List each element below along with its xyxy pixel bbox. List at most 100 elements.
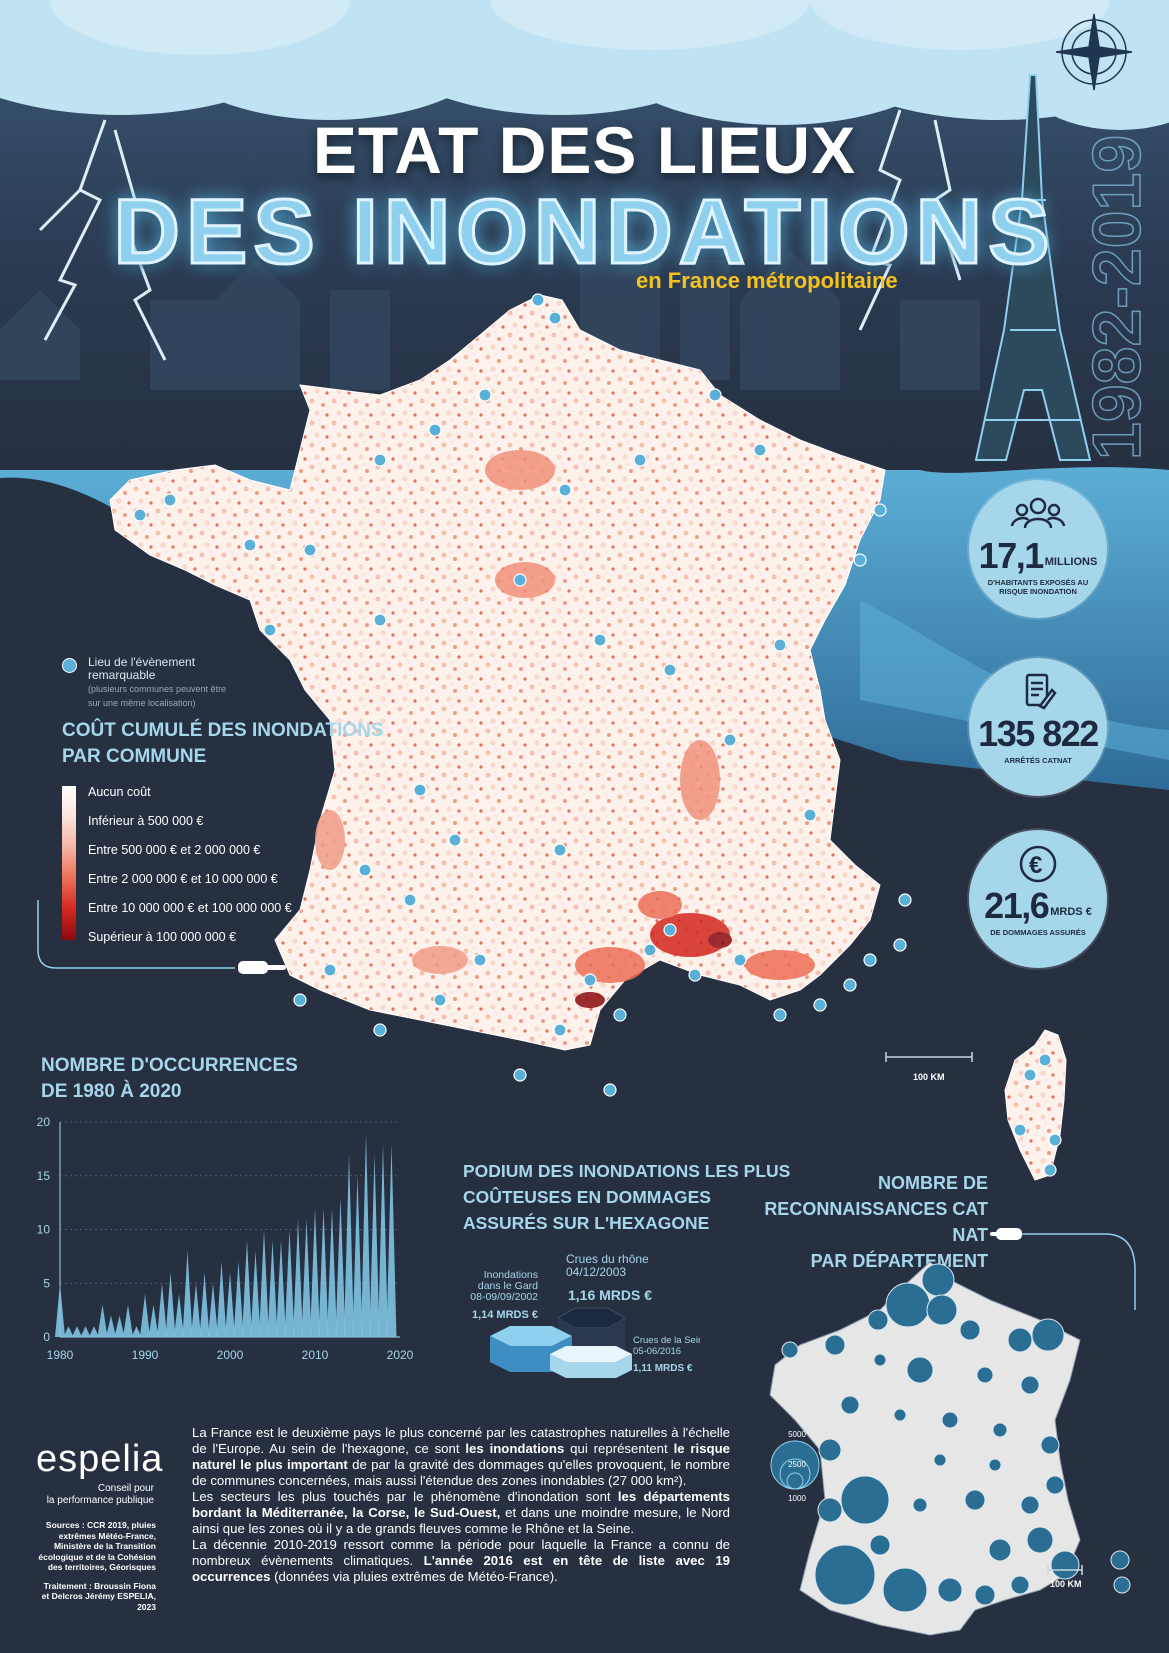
x-tick-label: 1990 [132, 1348, 159, 1362]
marker-dot-icon [62, 658, 77, 673]
occurrence-spike [361, 1132, 371, 1337]
occurrence-spike [344, 1154, 354, 1337]
pointing-hand-icon [990, 1228, 1022, 1240]
body-text-bold: les inondations [465, 1441, 565, 1456]
occurrences-chart: 0 5 10 15 20 1980 1990 2000 2010 2020 [37, 1115, 414, 1362]
brand-tagline-line2: la performance publique [46, 1495, 154, 1506]
catnat-title-line2: RECONNAISSANCES CAT NAT [764, 1199, 988, 1245]
podium-third-value: 1,11 MRDS € [633, 1363, 693, 1374]
occurrence-spike [63, 1326, 74, 1337]
podium-title-line1: PODIUM DES INONDATIONS LES PLUS [463, 1161, 791, 1181]
cost-legend-item: Entre 10 000 000 € et 100 000 000 € [88, 901, 292, 915]
occurrence-spike [276, 1240, 286, 1337]
occurrence-spike [140, 1294, 150, 1337]
podium-first-name: Crues du rhône [566, 1252, 649, 1266]
podium-title-line2: COÛTEUSES EN DOMMAGES [463, 1187, 711, 1207]
occurrence-spike [352, 1175, 363, 1337]
occurrence-spike [233, 1261, 244, 1337]
cost-legend-item: Inférieur à 500 000 € [88, 814, 204, 828]
cost-legend-item: Aucun coût [88, 785, 151, 799]
podium-second-value: 1,14 MRDS € [472, 1309, 538, 1321]
y-tick-label: 0 [43, 1330, 50, 1344]
podium-first-value: 1,16 MRDS € [568, 1287, 652, 1303]
body-text-bold: L'année 2016 est en tête de liste avec 1… [192, 1553, 731, 1584]
stat-catnat-number: 135 822 [978, 713, 1099, 754]
catnat-scale-label: 100 KM [1050, 1579, 1082, 1589]
map-scale-label: 100 KM [913, 1072, 945, 1082]
podium-second-date: 08-09/09/2002 [470, 1291, 538, 1303]
occurrence-spike [89, 1326, 99, 1337]
catnat-legend-value: 1000 [788, 1494, 806, 1503]
occurrence-spike [72, 1326, 82, 1337]
years-text: 1982-2019 [1079, 135, 1155, 460]
years-vertical-label: 1982-2019 [1078, 134, 1156, 461]
x-tick-label: 2020 [387, 1348, 414, 1362]
body-text-span: La France est le deuxième pays le plus c… [192, 1425, 730, 1456]
occurrence-spike [174, 1294, 184, 1337]
body-text-span: de par la gravité des dommages qu'elles … [192, 1457, 730, 1488]
title-line-1: ETAT DES LIEUX [312, 113, 857, 187]
catnat-connector [990, 1228, 1136, 1310]
event-markers [133, 293, 1062, 1177]
catnat-size-legend [770, 1440, 820, 1490]
stat-damages-unit: MRDS € [1050, 906, 1092, 918]
catnat-title: NOMBRE DE RECONNAISSANCES CAT NAT PAR DÉ… [738, 1170, 988, 1274]
occurrences-title: NOMBRE D'OCCURRENCES DE 1980 À 2020 [41, 1053, 298, 1105]
occurrence-spike [97, 1304, 108, 1337]
y-tick-label: 10 [37, 1223, 51, 1237]
cost-legend-item: Entre 500 000 € et 2 000 000 € [88, 843, 261, 857]
stat-damages-label: DE DOMMAGES ASSURÉS [990, 928, 1086, 937]
occurrence-spike [318, 1208, 329, 1337]
eiffel-tower [974, 74, 1092, 461]
podium-third-date: 05-06/2016 [633, 1346, 681, 1357]
stat-population-label: D'HABITANTS EXPOSÉS AU RISQUE INONDATION [987, 578, 1089, 596]
cost-legend-title: COÛT CUMULÉ DES INONDATIONS PAR COMMUNE [62, 718, 384, 770]
event-legend-label: Lieu de l'évènement remarquable [88, 655, 196, 682]
podium-third-block [550, 1346, 632, 1378]
catnat-title-line1: NOMBRE DE [877, 1173, 988, 1193]
body-text-span: Les secteurs les plus touchés par le phé… [192, 1489, 618, 1504]
occurrence-spike [284, 1229, 295, 1337]
brand-tagline-line1: Conseil pour [97, 1483, 154, 1494]
catnat-bubbles [781, 1263, 1131, 1613]
occurrence-spike [148, 1304, 159, 1337]
body-text-span: (données via pluies extrêmes de Météo-Fr… [270, 1569, 558, 1584]
catnat-legend-value: 5000 [788, 1430, 806, 1439]
occurrence-spike [250, 1251, 261, 1337]
occurrence-spike [131, 1326, 142, 1337]
x-tick-label: 2010 [302, 1348, 329, 1362]
document-icon [969, 672, 1107, 720]
podium-third-name: Crues de la Seine [633, 1335, 700, 1346]
occurrence-spike [293, 1218, 303, 1337]
occurrence-spike [259, 1229, 269, 1337]
occurrence-spike [335, 1197, 346, 1337]
podium-graphic: Crues du rhône 04/12/2003 1,16 MRDS € In… [470, 1252, 700, 1378]
event-marker-legend: Lieu de l'évènement remarquable (plusieu… [62, 656, 238, 710]
city-skyline [0, 240, 980, 390]
france-shape [109, 294, 886, 1051]
high-cost-zones [315, 450, 815, 1008]
occurrence-spike [301, 1218, 312, 1337]
stat-population: 17,1 MILLIONS D'HABITANTS EXPOSÉS AU RISQ… [969, 480, 1107, 618]
stat-damages-number: 21,6 [984, 885, 1050, 926]
stat-population-number: 17,1 [978, 535, 1045, 576]
subtitle: en France métropolitaine [636, 268, 898, 293]
stat-catnat: 135 822 ARRÊTÉS CATNAT [969, 658, 1107, 796]
occurrence-spike [199, 1272, 210, 1337]
podium-second-name-2: dans le Gard [478, 1280, 538, 1292]
podium-second-name-1: Inondations [484, 1269, 538, 1281]
occurrence-spike [208, 1283, 218, 1337]
occurrence-spike [242, 1240, 252, 1337]
pointing-hand-icon [238, 961, 286, 974]
body-text-span: qui représentent [564, 1441, 674, 1456]
occurrence-spike [106, 1315, 116, 1337]
body-text-bold: le risque naturel le plus important [192, 1441, 731, 1472]
occurrence-spike [191, 1283, 201, 1337]
occurrence-spike [216, 1261, 227, 1337]
stat-catnat-label: ARRÊTÉS CATNAT [1004, 756, 1072, 765]
cost-color-ramp [62, 786, 76, 940]
euro-icon: € [969, 844, 1107, 892]
